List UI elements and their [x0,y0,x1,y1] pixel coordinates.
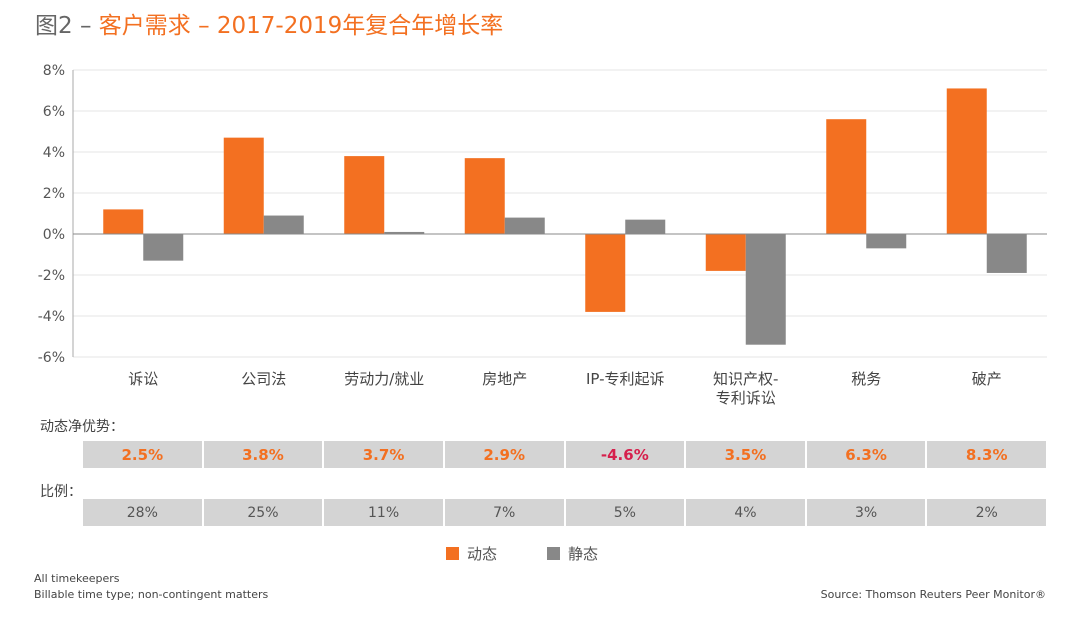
advantage-row: 2.5% 3.8% 3.7% 2.9% -4.6% 3.5% 6.3% 8.3% [83,441,1046,468]
bar-dynamic [464,158,505,234]
y-tick-label: 4% [43,145,65,161]
bar-static [143,234,184,261]
y-tick-label: 0% [43,227,65,243]
x-tick-label: 房地产 [482,370,527,388]
advantage-cell: 6.3% [806,441,926,468]
bar-dynamic [585,234,626,312]
bar-static [263,215,304,234]
share-cell: 11% [324,499,443,526]
title-main: 客户需求 – 2017-2019年复合年增长率 [98,13,504,39]
advantage-cell: 8.3% [927,441,1046,468]
bar-dynamic [103,209,144,234]
share-cell: 25% [203,499,323,526]
legend: 动态 静态 [446,543,598,564]
x-tick-label: 劳动力/就业 [344,370,424,388]
bar-chart: -6% -4% -2% 0% 2% 4% 6% 8% 诉讼 公司法 劳动力/就业 房地产 IP-专利起诉… [38,63,1047,407]
footnote-2: Billable time type; non-contingent matte… [34,588,269,601]
y-tick-label: 2% [43,186,65,202]
bar-static [745,234,786,345]
share-cell: 5% [565,499,685,526]
advantage-cell: 3.5% [686,441,805,468]
x-tick-label: 公司法 [241,370,286,388]
share-cell: 3% [806,499,926,526]
source-note: Source: Thomson Reuters Peer Monitor® [820,588,1046,601]
bar-static [986,234,1027,273]
bar-static [384,231,425,234]
legend-label-dynamic: 动态 [467,545,498,563]
share-label: 比例： [40,484,82,500]
x-tick-label: IP-专利起诉 [586,370,665,388]
share-row: 28% 25% 11% 7% 5% 4% 3% 2% [83,499,1046,526]
advantage-cell: 3.8% [203,441,323,468]
x-tick-label: 税务 [851,370,881,388]
y-tick-label: -2% [38,268,65,284]
bar-dynamic [344,156,385,234]
x-tick-label: 知识产权- [713,370,778,388]
x-tick-label: 诉讼 [128,370,158,388]
legend-swatch-dynamic [446,547,459,560]
legend-dynamic: 动态 [446,543,497,564]
advantage-cell: 2.9% [444,441,564,468]
legend-swatch-static [547,547,561,560]
advantage-label: 动态净优势： [40,419,124,435]
share-cell: 2% [927,499,1046,526]
advantage-cell: -4.6% [565,441,685,468]
advantage-cell: 2.5% [83,441,202,468]
bar-static [866,234,907,249]
bar-dynamic [826,119,867,234]
chart-title: 图2 – 客户需求 – 2017-2019年复合年增长率 [35,6,503,40]
bar-dynamic [705,234,746,271]
x-tick-label: 专利诉讼 [716,389,776,407]
share-cell: 28% [83,499,202,526]
title-prefix: 图2 – [35,13,99,39]
footnote-1: All timekeepers [34,572,120,585]
legend-static: 静态 [547,543,598,564]
advantage-cell: 3.7% [324,441,443,468]
bar-static [504,217,545,234]
bar-dynamic [946,88,987,234]
bar-dynamic [223,137,264,234]
bar-static [625,219,666,234]
y-tick-label: -6% [38,350,65,366]
share-cell: 4% [686,499,805,526]
y-tick-label: 6% [43,104,65,120]
x-tick-label: 破产 [972,370,1002,388]
share-cell: 7% [444,499,564,526]
y-tick-label: 8% [43,63,65,79]
y-tick-label: -4% [38,309,65,325]
legend-label-static: 静态 [568,545,599,563]
